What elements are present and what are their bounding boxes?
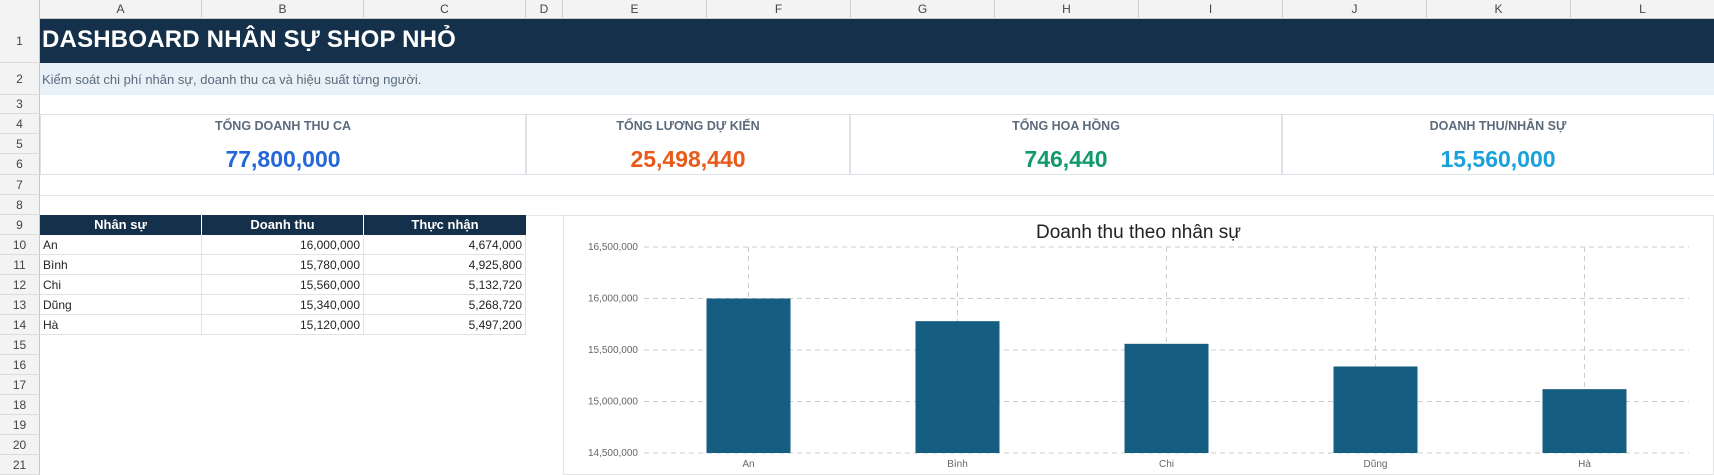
column-header-j[interactable]: J <box>1283 0 1427 19</box>
table-cell-net-pay[interactable]: 4,925,800 <box>364 255 526 275</box>
column-header-g[interactable]: G <box>851 0 995 19</box>
x-tick-label: Hà <box>1578 459 1591 470</box>
table-cell-name[interactable]: An <box>40 235 202 255</box>
bar-4 <box>1542 389 1627 453</box>
kpi-value-commission: 746,440 <box>1024 146 1108 172</box>
table-cell-net-pay[interactable]: 5,497,200 <box>364 315 526 335</box>
x-tick-label: Dũng <box>1364 459 1388 470</box>
column-header-b[interactable]: B <box>202 0 364 19</box>
table-cell-net-pay[interactable]: 5,268,720 <box>364 295 526 315</box>
page-subtitle[interactable]: Kiểm soát chi phí nhân sự, doanh thu ca … <box>42 72 422 87</box>
kpi-card-commission[interactable] <box>850 114 1282 175</box>
column-header-h[interactable]: H <box>995 0 1139 19</box>
row-header-1[interactable]: 1 <box>0 19 40 63</box>
table-cell-revenue[interactable]: 15,560,000 <box>202 275 364 295</box>
kpi-card-salary[interactable] <box>526 114 850 175</box>
column-header-a[interactable]: A <box>40 0 202 19</box>
table-cell-name[interactable]: Chi <box>40 275 202 295</box>
row-header-2[interactable]: 2 <box>0 63 40 95</box>
kpi-value-salary: 25,498,440 <box>630 146 746 172</box>
table-header-staff[interactable]: Nhân sự <box>40 215 202 235</box>
column-header-row: A B C D E F G H I J K L <box>40 0 1714 19</box>
kpi-label-revenue: TỔNG DOANH THU CA <box>214 119 352 133</box>
bar-3 <box>1333 366 1418 453</box>
column-header-d[interactable]: D <box>526 0 563 19</box>
kpi-value-revenue-per-staff: 15,560,000 <box>1440 146 1556 172</box>
row-header-20[interactable]: 20 <box>0 435 40 455</box>
bar-1 <box>915 321 1000 453</box>
row-header-4[interactable]: 4 <box>0 114 40 134</box>
column-header-l[interactable]: L <box>1639 2 1646 16</box>
chart-title: Doanh thu theo nhân sự <box>1036 222 1241 243</box>
title-band <box>40 19 1714 63</box>
row-header-14[interactable]: 14 <box>0 315 40 335</box>
column-header-f[interactable]: F <box>707 0 851 19</box>
table-cell-revenue[interactable]: 15,340,000 <box>202 295 364 315</box>
subtitle-band <box>40 63 1714 95</box>
kpi-card-revenue[interactable] <box>40 114 526 175</box>
row-header-7[interactable]: 7 <box>0 175 40 195</box>
column-header-k[interactable]: K <box>1427 0 1571 19</box>
row-header-9[interactable]: 9 <box>0 215 40 235</box>
row-header-3[interactable]: 3 <box>0 95 40 114</box>
table-cell-name[interactable]: Dũng <box>40 295 202 315</box>
row-header-5[interactable]: 5 <box>0 134 40 154</box>
page-title[interactable]: DASHBOARD NHÂN SỰ SHOP NHỎ <box>42 26 457 53</box>
row-header-10[interactable]: 10 <box>0 235 40 255</box>
x-tick-label: Chi <box>1159 459 1174 470</box>
row-header-19[interactable]: 19 <box>0 415 40 435</box>
row-header-8[interactable]: 8 <box>0 195 40 215</box>
x-tick-label: Bình <box>947 459 968 470</box>
column-header-e[interactable]: E <box>563 0 707 19</box>
row-header-17[interactable]: 17 <box>0 375 40 395</box>
row-header-21[interactable]: 21 <box>0 455 40 475</box>
table-header-net-pay[interactable]: Thực nhận <box>364 215 526 235</box>
table-cell-revenue[interactable]: 15,780,000 <box>202 255 364 275</box>
kpi-value-revenue: 77,800,000 <box>225 146 341 172</box>
table-cell-name[interactable]: Hà <box>40 315 202 335</box>
row-header-16[interactable]: 16 <box>0 355 40 375</box>
row-header-12[interactable]: 12 <box>0 275 40 295</box>
column-header-c[interactable]: C <box>364 0 526 19</box>
table-cell-net-pay[interactable]: 5,132,720 <box>364 275 526 295</box>
select-all-corner[interactable] <box>0 0 40 19</box>
revenue-bar-chart-plot: 14,500,000 15,000,000 15,500,000 16,000,000… <box>588 242 1689 470</box>
table-header-revenue[interactable]: Doanh thu <box>202 215 364 235</box>
row-header-15[interactable]: 15 <box>0 335 40 355</box>
table-cell-revenue[interactable]: 16,000,000 <box>202 235 364 255</box>
y-tick-label: 15,500,000 <box>588 345 638 356</box>
bar-0 <box>706 298 791 453</box>
row-header-6[interactable]: 6 <box>0 154 40 175</box>
bar-2 <box>1124 343 1209 453</box>
row-header-11[interactable]: 11 <box>0 255 40 275</box>
y-tick-label: 16,000,000 <box>588 294 638 305</box>
y-tick-label: 16,500,000 <box>588 242 638 253</box>
kpi-label-commission: TỔNG HOA HỒNG <box>1012 119 1120 133</box>
y-tick-label: 15,000,000 <box>588 397 638 408</box>
table-cell-name[interactable]: Bình <box>40 255 202 275</box>
table-cell-net-pay[interactable]: 4,674,000 <box>364 235 526 255</box>
column-header-i[interactable]: I <box>1139 0 1283 19</box>
y-tick-label: 14,500,000 <box>588 448 638 459</box>
row-header-18[interactable]: 18 <box>0 395 40 415</box>
grid-line <box>40 195 1714 196</box>
x-tick-label: An <box>742 459 754 470</box>
table-cell-revenue[interactable]: 15,120,000 <box>202 315 364 335</box>
row-header-13[interactable]: 13 <box>0 295 40 315</box>
kpi-label-revenue-per-staff: DOANH THU/NHÂN SỰ <box>1429 119 1567 133</box>
kpi-label-salary: TỔNG LƯƠNG DỰ KIẾN <box>616 119 760 133</box>
